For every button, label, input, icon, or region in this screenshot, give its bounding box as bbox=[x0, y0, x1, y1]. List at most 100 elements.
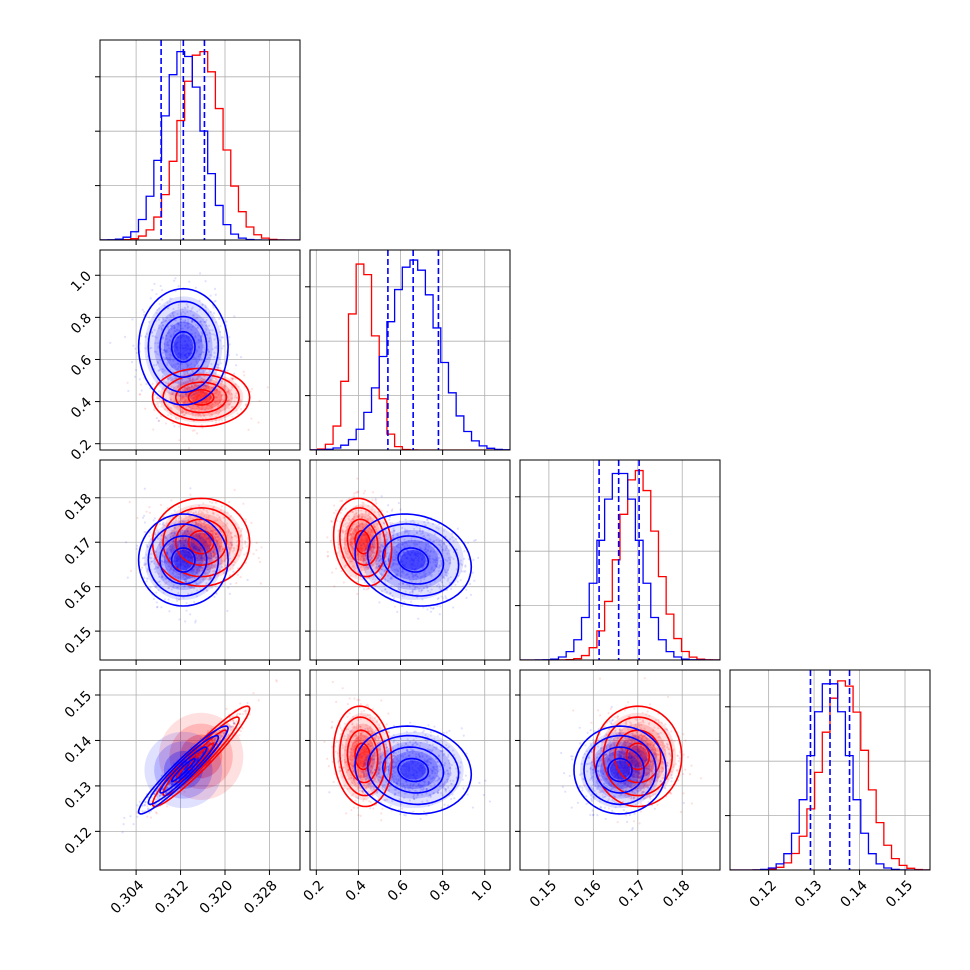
sample-point-red bbox=[219, 545, 222, 549]
sample-point-blue bbox=[189, 347, 192, 351]
sample-point-red bbox=[183, 373, 186, 376]
sample-point-red bbox=[246, 537, 250, 540]
sample-point-red bbox=[231, 405, 234, 409]
sample-point-red bbox=[204, 387, 207, 390]
sample-point-blue bbox=[205, 324, 208, 327]
sample-point-blue bbox=[379, 557, 383, 561]
sample-point-blue bbox=[420, 563, 423, 566]
sample-point-blue bbox=[190, 348, 193, 351]
sample-point-red bbox=[367, 566, 370, 569]
sample-point-blue bbox=[184, 392, 187, 396]
sample-point-blue bbox=[161, 522, 165, 525]
sample-point-blue bbox=[172, 540, 175, 543]
sample-point-blue bbox=[175, 348, 179, 351]
density-blue bbox=[154, 308, 213, 385]
sample-point-blue bbox=[183, 569, 186, 572]
sample-point-blue bbox=[165, 337, 168, 341]
sample-point-red bbox=[184, 539, 187, 542]
sample-point-blue bbox=[183, 578, 187, 582]
sample-point-red bbox=[360, 556, 363, 559]
sample-point-red bbox=[228, 403, 231, 406]
sample-point-red bbox=[230, 536, 233, 539]
sample-point-red bbox=[188, 557, 191, 560]
sample-point-blue bbox=[185, 609, 188, 612]
sample-point-red bbox=[223, 408, 226, 411]
sample-point-red bbox=[237, 385, 240, 388]
sample-point-blue bbox=[167, 331, 171, 335]
sample-point-blue bbox=[395, 568, 398, 571]
sample-point-blue bbox=[174, 344, 177, 347]
sample-point-red bbox=[196, 398, 199, 401]
sample-point-blue bbox=[157, 580, 160, 584]
sample-point-blue bbox=[459, 562, 462, 565]
sample-point-red bbox=[173, 540, 176, 543]
sample-point-red bbox=[349, 540, 352, 543]
sample-point-blue bbox=[400, 555, 404, 558]
sample-point-red bbox=[201, 393, 204, 396]
sample-point-blue bbox=[182, 544, 185, 548]
sample-point-red bbox=[173, 539, 176, 542]
sample-point-red bbox=[359, 541, 362, 544]
histogram-blue bbox=[310, 259, 510, 450]
sample-point-blue bbox=[173, 327, 176, 330]
sample-point-red bbox=[198, 548, 201, 552]
sample-point-blue bbox=[416, 552, 419, 556]
sample-point-blue bbox=[184, 565, 187, 568]
sample-point-red bbox=[231, 377, 234, 380]
sample-point-red bbox=[184, 544, 187, 547]
panel-frame bbox=[99, 249, 301, 451]
histogram-blue bbox=[100, 50, 300, 240]
sample-point-red bbox=[234, 534, 237, 538]
sample-point-red bbox=[200, 407, 203, 410]
sample-point-blue bbox=[184, 620, 187, 623]
sample-point-blue bbox=[188, 352, 191, 355]
sample-point-blue bbox=[394, 554, 398, 557]
sample-point-blue bbox=[218, 568, 221, 571]
sample-point-blue bbox=[414, 568, 417, 571]
sample-point-red bbox=[200, 524, 203, 527]
sample-point-blue bbox=[209, 552, 212, 556]
sample-point-red bbox=[378, 513, 381, 516]
sample-point-red bbox=[194, 553, 197, 556]
sample-point-blue bbox=[366, 538, 369, 541]
sample-point-blue bbox=[155, 311, 158, 315]
sample-point-red bbox=[360, 543, 364, 546]
sample-point-red bbox=[159, 503, 163, 506]
sample-point-red bbox=[369, 554, 372, 558]
sample-point-blue bbox=[447, 577, 450, 580]
sample-point-red bbox=[213, 376, 216, 380]
sample-point-blue bbox=[146, 577, 149, 580]
sample-point-red bbox=[185, 533, 189, 536]
sample-point-blue bbox=[406, 531, 409, 534]
sample-point-blue bbox=[134, 347, 137, 350]
sample-point-blue bbox=[401, 570, 404, 573]
sample-point-blue bbox=[177, 562, 180, 566]
sample-point-red bbox=[180, 564, 184, 567]
sample-point-blue bbox=[410, 565, 413, 568]
sample-point-red bbox=[177, 541, 180, 544]
sample-point-red bbox=[157, 401, 161, 404]
sample-point-blue bbox=[424, 546, 427, 549]
sample-point-red bbox=[206, 404, 209, 408]
sample-point-blue bbox=[181, 549, 184, 552]
sample-point-red bbox=[266, 386, 269, 389]
sample-point-blue bbox=[175, 329, 178, 332]
sample-point-blue bbox=[200, 357, 203, 360]
sample-point-blue bbox=[204, 384, 207, 387]
sample-point-red bbox=[191, 407, 194, 410]
sample-point-blue bbox=[194, 334, 197, 338]
sample-point-blue bbox=[185, 362, 188, 365]
sample-point-red bbox=[185, 394, 188, 397]
contour-red bbox=[174, 518, 228, 567]
sample-point-blue bbox=[217, 356, 221, 360]
sample-point-red bbox=[234, 383, 237, 386]
sample-point-blue bbox=[207, 557, 211, 560]
sample-point-blue bbox=[161, 554, 164, 557]
sample-point-red bbox=[258, 399, 261, 402]
contour-red bbox=[162, 373, 240, 421]
sample-point-red bbox=[366, 539, 369, 542]
sample-point-red bbox=[198, 570, 201, 573]
sample-point-red bbox=[337, 546, 340, 549]
sample-point-blue bbox=[198, 571, 201, 574]
sample-point-red bbox=[364, 548, 367, 551]
